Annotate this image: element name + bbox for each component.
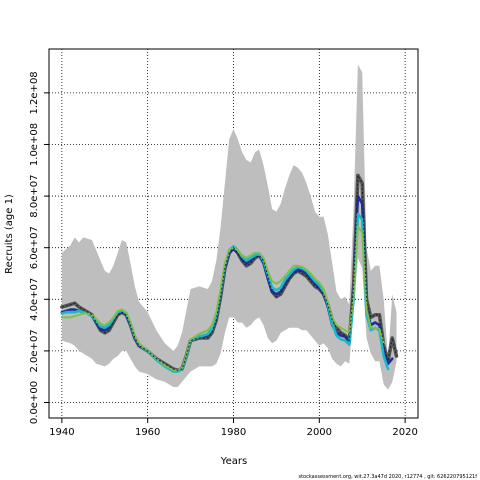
y-tick-label-1: 2.0e+07 bbox=[29, 329, 40, 372]
x-tick-label-3: 2000 bbox=[307, 427, 332, 438]
x-tick-label-1: 1960 bbox=[135, 427, 160, 438]
confidence-band bbox=[61, 64, 397, 390]
y-tick-label-3: 6.0e+07 bbox=[29, 226, 40, 269]
y-axis: 0.0e+00 2.0e+07 4.0e+07 6.0e+07 8.0e+07 1.0e+… bbox=[29, 71, 49, 424]
y-tick-label-5: 1.0e+08 bbox=[29, 123, 40, 166]
y-axis-title: Recruits (age 1) bbox=[4, 194, 15, 274]
x-tick-label-2: 1980 bbox=[221, 427, 246, 438]
x-axis: 1940 1960 1980 2000 2020 bbox=[49, 418, 418, 438]
series-lines bbox=[60, 173, 399, 373]
x-tick-label-0: 1940 bbox=[49, 427, 74, 438]
x-tick-label-4: 2020 bbox=[392, 427, 417, 438]
y-tick-label-4: 8.0e+07 bbox=[29, 175, 40, 218]
y-tick-label-2: 4.0e+07 bbox=[29, 278, 40, 321]
footer-note: stockassessment.org, wit.27.3a47d 2020, … bbox=[298, 474, 477, 480]
y-tick-label-0: 0.0e+00 bbox=[29, 381, 40, 424]
y-tick-label-6: 1.2e+08 bbox=[29, 71, 40, 114]
x-axis-title: Years bbox=[220, 456, 247, 467]
confidence-band-area bbox=[61, 64, 397, 390]
series-line-0-dashed bbox=[61, 173, 397, 371]
